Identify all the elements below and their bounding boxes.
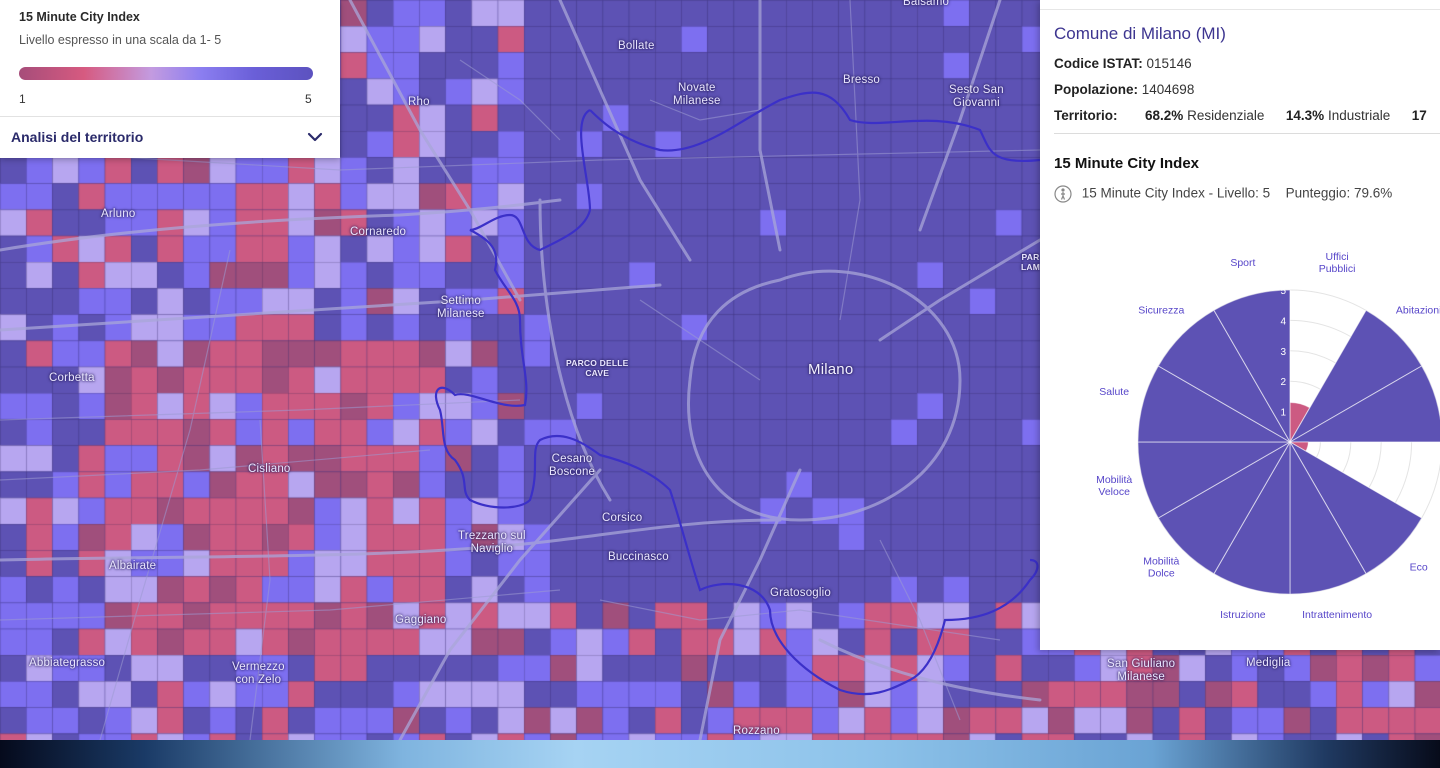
- radar-category-label: Mobilità Dolce: [1143, 556, 1179, 580]
- comune-title: Comune di Milano (MI): [1054, 24, 1226, 43]
- radar-category-label: Eco: [1410, 562, 1428, 574]
- place-label: San Giuliano Milanese: [1107, 658, 1176, 683]
- radar-wedge: [1213, 440, 1291, 595]
- index-level-text: 15 Minute City Index - Livello: 5: [1081, 185, 1271, 201]
- popolazione-value: 1404698: [1141, 82, 1195, 97]
- place-label: Gratosoglio: [770, 587, 832, 599]
- popolazione-label: Popolazione:: [1054, 82, 1138, 97]
- radar-spoke: [1289, 365, 1422, 443]
- radar-wedge: [1137, 365, 1292, 443]
- radar-wedge: [1288, 441, 1309, 452]
- place-label: Balsamo: [903, 0, 950, 8]
- place-label: Milano: [808, 361, 854, 378]
- chevron-down-icon[interactable]: [306, 128, 324, 146]
- radar-spoke: [1289, 310, 1367, 443]
- place-label: Bresso: [843, 74, 880, 86]
- radar-category-label: Istruzione: [1220, 609, 1266, 621]
- radar-chart: 12345UfficiPubbliciAbitazioniAlimentariA…: [1096, 251, 1440, 621]
- radar-category-label: Mobilità Veloce: [1096, 474, 1132, 498]
- divider: [1054, 133, 1440, 134]
- municipal-boundary: [589, 91, 1041, 163]
- radar-tick-label: 2: [1280, 377, 1286, 388]
- place-label: Abbiategrasso: [29, 657, 106, 669]
- radar-tick-label: 3: [1280, 347, 1286, 358]
- place-label: Vermezzo con Zelo: [232, 661, 285, 686]
- place-label: PAR LAM: [1021, 252, 1041, 272]
- radar-wedge: [1288, 440, 1423, 575]
- legend-subtitle: Livello espresso in una scala da 1- 5: [19, 33, 222, 47]
- residenziale-percent: 68.2%: [1145, 108, 1184, 123]
- istat-row: Codice ISTAT: 015146: [1054, 56, 1192, 71]
- place-label: Rho: [408, 96, 430, 108]
- legend-title: 15 Minute City Index: [19, 10, 140, 24]
- accordion-analisi-territorio[interactable]: Analisi del territorio: [11, 129, 144, 145]
- radar-tick-label: 1: [1280, 408, 1286, 419]
- radar-spoke: [1213, 310, 1291, 443]
- radar-category-label: Abitazioni: [1396, 304, 1440, 316]
- radar-wedge: [1288, 309, 1423, 444]
- industriale-label: Industriale: [1327, 108, 1391, 123]
- residenziale-label: Residenziale: [1187, 108, 1265, 123]
- place-label: Settimo Milanese: [437, 295, 485, 320]
- place-label: Cesano Boscone: [549, 453, 596, 478]
- radar-wedge: [1157, 440, 1292, 575]
- radar-spoke: [1213, 441, 1291, 574]
- radar-wedge: [1213, 289, 1291, 444]
- place-label: Cisliano: [248, 463, 291, 475]
- roads-layer: [0, 0, 1042, 740]
- place-label: Gaggiano: [395, 614, 447, 626]
- industriale-percent: 14.3%: [1285, 108, 1325, 123]
- place-label: Trezzano sul Naviglio: [458, 530, 526, 555]
- radar-wedge: [1288, 365, 1440, 443]
- place-label: Novate Milanese: [673, 82, 721, 107]
- comune-info-panel: Comune di Milano (MI) Codice ISTAT: 0151…: [1040, 0, 1440, 650]
- place-label: PARCO DELLE CAVE: [566, 358, 629, 378]
- divider: [0, 116, 340, 117]
- place-label: Buccinasco: [608, 551, 669, 563]
- place-label: Corsico: [602, 512, 643, 524]
- index-summary: 15 Minute City Index - Livello: 5 Punteg…: [1054, 185, 1392, 203]
- radar-category-label: Sport: [1230, 257, 1255, 269]
- desktop-background-strip: [0, 740, 1440, 768]
- legend-max-label: 5: [305, 92, 312, 106]
- place-label: Arluno: [101, 208, 136, 220]
- radar-wedge: [1289, 401, 1311, 444]
- istat-label: Codice ISTAT:: [1054, 56, 1143, 71]
- radar-tick-label: 4: [1280, 316, 1286, 327]
- radar-wedge: [1289, 440, 1367, 595]
- legend-min-label: 1: [19, 92, 26, 106]
- index-score-text: Punteggio: 79.6%: [1285, 185, 1393, 201]
- section-title: 15 Minute City Index: [1054, 155, 1200, 172]
- place-label: Corbetta: [49, 372, 95, 384]
- radar-spoke: [1158, 365, 1291, 443]
- radar-spoke: [1158, 441, 1291, 519]
- radar-category-label: Uffici Pubblici: [1319, 251, 1356, 275]
- person-icon: [1054, 185, 1072, 203]
- territorio-row: Territorio: 68.2% Residenziale 14.3% Ind…: [1054, 108, 1427, 123]
- third-percent: 17: [1411, 108, 1427, 123]
- place-label: Bollate: [618, 40, 655, 52]
- place-label: Rozzano: [733, 725, 780, 737]
- place-label: Albairate: [109, 560, 157, 572]
- radar-wedge: [1137, 441, 1292, 519]
- radar-category-label: Salute: [1099, 386, 1129, 398]
- popolazione-row: Popolazione: 1404698: [1054, 82, 1194, 97]
- radar-spoke: [1289, 441, 1367, 574]
- territorio-label: Territorio:: [1054, 108, 1118, 123]
- legend-panel: 15 Minute City Index Livello espresso in…: [0, 0, 340, 158]
- radar-category-label: Sicurezza: [1138, 304, 1184, 316]
- legend-gradient-bar: [19, 67, 313, 80]
- place-label: Mediglia: [1246, 657, 1291, 669]
- divider: [1040, 9, 1440, 10]
- radar-category-label: Intrattenimento: [1302, 609, 1372, 621]
- place-label: Sesto San Giovanni: [949, 84, 1004, 109]
- radar-wedge: [1157, 309, 1292, 444]
- radar-spoke: [1289, 441, 1422, 519]
- istat-value: 015146: [1146, 56, 1192, 71]
- place-label: Cornaredo: [350, 226, 407, 238]
- radar-tick-label: 5: [1280, 286, 1286, 297]
